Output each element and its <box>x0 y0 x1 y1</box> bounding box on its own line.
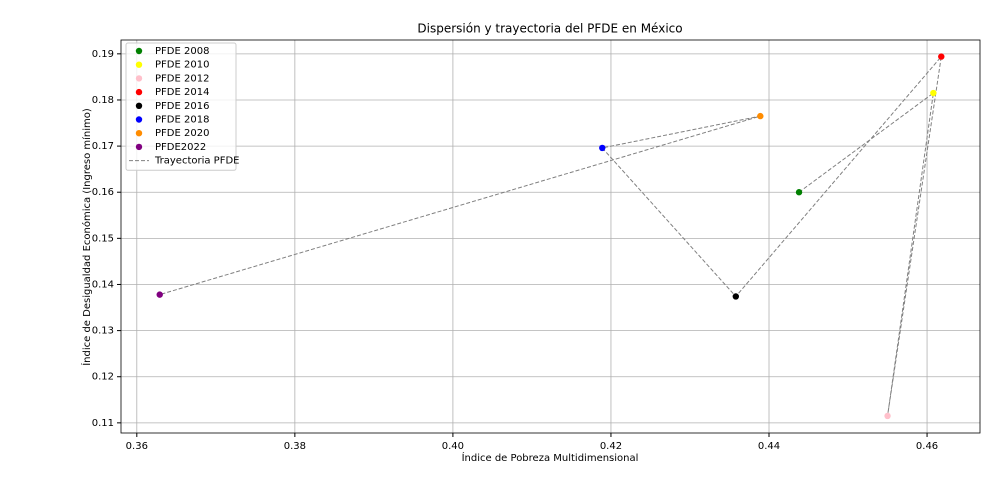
y-axis-label: Índice de Desigualdad Económica (Ingreso… <box>80 108 93 366</box>
y-tick-label: 0.17 <box>92 141 114 152</box>
legend-marker <box>135 130 143 137</box>
point <box>156 291 163 298</box>
y-tick-label: 0.11 <box>92 418 114 429</box>
point <box>930 89 937 97</box>
legend-box <box>125 42 237 171</box>
x-tick-label: 0.40 <box>442 441 464 452</box>
legend-label: PFDE 2012 <box>155 73 209 84</box>
x-tick-label: 0.42 <box>600 441 622 452</box>
point <box>884 412 891 420</box>
legend-marker <box>135 102 143 110</box>
x-tick-label: 0.44 <box>758 441 780 452</box>
x-tick-label: 0.38 <box>284 441 306 452</box>
legend-label: PFDE 2010 <box>155 60 209 71</box>
legend-label: PFDE 2020 <box>155 128 209 139</box>
point <box>795 189 803 196</box>
x-tick-label: 0.36 <box>126 441 148 452</box>
legend-label: PFDE 2014 <box>155 87 209 98</box>
legend-marker <box>135 143 143 151</box>
trajectory-line <box>159 54 943 417</box>
legend-label: PFDE 2018 <box>155 115 209 126</box>
legend-label: PFDE 2008 <box>155 46 209 57</box>
y-tick-label: 0.18 <box>92 95 114 106</box>
point <box>938 53 945 60</box>
y-tick-label: 0.13 <box>92 326 114 337</box>
x-tick-label: 0.46 <box>916 441 938 452</box>
legend-marker <box>135 75 143 82</box>
x-axis-label: Índice de Pobreza Multidimensional <box>462 451 639 464</box>
y-tick-label: 0.14 <box>92 279 114 290</box>
point <box>732 293 740 300</box>
y-tick-label: 0.12 <box>92 372 114 383</box>
plot-frame <box>120 39 981 434</box>
legend-marker <box>135 116 143 123</box>
legend-marker <box>135 47 143 55</box>
point <box>757 112 764 120</box>
chart-title: Dispersión y trayectoria del PFDE en Méx… <box>417 22 682 36</box>
y-tick-label: 0.19 <box>92 49 114 60</box>
y-tick-label: 0.15 <box>92 233 114 244</box>
point <box>599 144 606 152</box>
y-tick-label: 0.16 <box>92 187 114 198</box>
legend-label: PFDE 2016 <box>155 101 209 112</box>
legend-label: PFDE2022 <box>155 142 206 153</box>
legend-label: Trayectoria PFDE <box>154 156 239 167</box>
legend-marker <box>135 88 143 96</box>
legend-marker <box>135 61 143 68</box>
